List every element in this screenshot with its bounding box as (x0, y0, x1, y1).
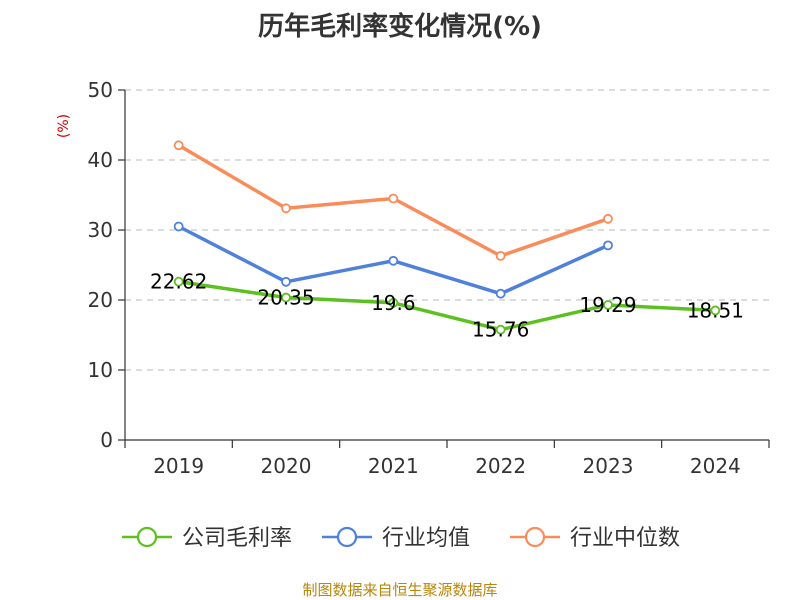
legend-label: 行业中位数 (570, 526, 680, 551)
grid-lines (125, 89, 769, 371)
data-point (388, 255, 399, 266)
data-point (603, 213, 613, 224)
legend-item-2[interactable]: 行业中位数 (510, 526, 680, 551)
data-label: 19.6 (371, 291, 416, 315)
data-label: 15.76 (472, 318, 529, 342)
x-tick-label: 2024 (690, 454, 741, 478)
y-tick-label: 0 (100, 428, 113, 452)
legend-item-0[interactable]: 公司毛利率 (122, 526, 292, 551)
y-tick-label: 20 (88, 288, 113, 312)
data-point (388, 297, 399, 308)
series-1 (173, 221, 613, 299)
data-label: 20.35 (257, 286, 314, 310)
data-label: 18.51 (687, 298, 744, 322)
y-tick-label: 10 (88, 358, 113, 382)
data-source-note: 制图数据来自恒生聚源数据库 (302, 581, 497, 599)
y-tick-label: 30 (88, 218, 113, 242)
y-tick-label: 50 (88, 78, 113, 102)
data-point (281, 203, 291, 214)
data-point (710, 305, 721, 316)
data-point (173, 276, 184, 287)
series-2 (173, 140, 613, 261)
x-tick-label: 2020 (261, 454, 312, 478)
y-tick-label: 40 (88, 148, 113, 172)
data-point (281, 276, 291, 287)
legend-label: 行业均值 (382, 526, 470, 551)
legend-label: 公司毛利率 (182, 526, 292, 551)
data-point (495, 250, 506, 261)
x-tick-label: 2021 (368, 454, 419, 478)
data-point (603, 300, 613, 310)
legend-marker-icon (136, 526, 158, 548)
data-label: 19.29 (579, 293, 636, 317)
legend-marker-icon (524, 526, 546, 548)
data-point (388, 193, 399, 204)
data-label: 22.62 (150, 270, 207, 294)
axes: 0 10 20 30 40 50 2019 2020 2021 2022 2023 2024 (88, 78, 770, 478)
legend: 公司毛利率 行业均值 行业中位数 (122, 526, 680, 551)
x-tick-label: 2023 (583, 454, 634, 478)
series-0 (173, 276, 721, 335)
data-point (495, 288, 506, 299)
data-labels: 22.62 20.35 19.6 15.76 19.29 18.51 (150, 270, 744, 342)
series-group (173, 140, 721, 335)
legend-marker-icon (336, 526, 358, 548)
chart-title: 历年毛利率变化情况(%) (258, 11, 542, 42)
data-point (173, 140, 184, 151)
series-line (178, 279, 716, 332)
x-tick-label: 2022 (475, 454, 526, 478)
data-point (173, 221, 184, 232)
y-axis-unit: (%) (56, 114, 72, 138)
data-point (281, 292, 291, 303)
legend-item-1[interactable]: 行业均值 (322, 526, 470, 551)
data-point (495, 324, 506, 335)
x-tick-label: 2019 (153, 454, 204, 478)
data-point (603, 240, 613, 251)
